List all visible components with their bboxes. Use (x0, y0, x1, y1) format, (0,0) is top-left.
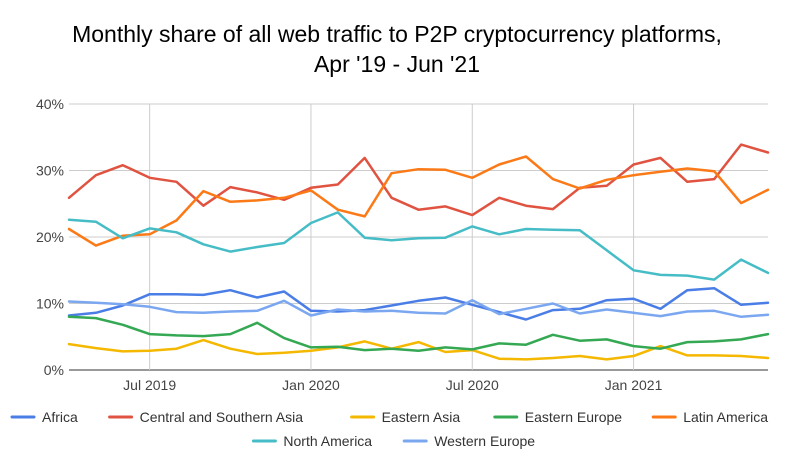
x-tick-label: Jan 2021 (605, 377, 663, 393)
series-line (67, 315, 770, 352)
chart-title-line-1: Monthly share of all web traffic to P2P … (72, 21, 722, 47)
legend-label: Eastern Europe (525, 409, 622, 425)
series-line (67, 298, 770, 319)
legend-item: Eastern Europe (493, 409, 622, 425)
legend-item: Latin America (651, 409, 768, 425)
gridlines (69, 103, 768, 371)
y-tick-label: 20% (36, 229, 64, 245)
axis-labels: 0% 10% 20% 30% 40% Jul 2019 Jan 2020 Jul 2020 Ja… (36, 96, 663, 393)
legend-label: Central and Southern Asia (140, 409, 304, 425)
legend-label: Eastern Asia (382, 409, 461, 425)
legend-item: Eastern Asia (350, 409, 461, 425)
x-tick-label: Jul 2020 (446, 377, 499, 393)
legend-item: North America (251, 433, 372, 449)
x-tick-label: Jul 2019 (123, 377, 176, 393)
series-line (67, 286, 770, 321)
y-tick-label: 30% (36, 163, 64, 179)
legend-label: Latin America (683, 409, 768, 425)
legend: Africa Central and Southern Asia Eastern A… (10, 409, 768, 449)
chart-title-line-2: Apr '19 - Jun '21 (314, 51, 480, 77)
x-tick-label: Jan 2020 (282, 377, 340, 393)
legend-label: Western Europe (434, 433, 535, 449)
legend-item: Western Europe (402, 433, 535, 449)
legend-label: Africa (42, 409, 78, 425)
series-line (67, 338, 770, 361)
series-line (67, 143, 770, 217)
legend-label: North America (283, 433, 372, 449)
legend-item: Africa (10, 409, 78, 425)
y-tick-label: 40% (36, 96, 64, 112)
series-line (67, 155, 770, 247)
series-lines (67, 143, 770, 361)
series-line (67, 211, 770, 281)
y-tick-label: 10% (36, 296, 64, 312)
y-tick-label: 0% (44, 362, 64, 378)
legend-item: Central and Southern Asia (108, 409, 304, 425)
